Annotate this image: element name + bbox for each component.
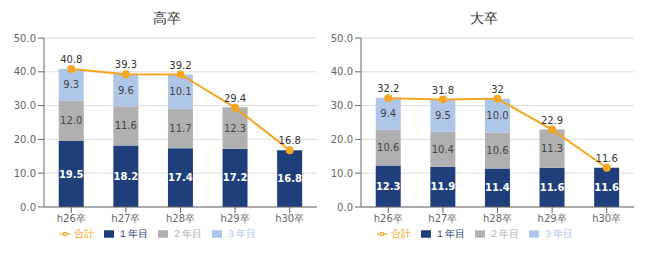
html-text:大卒: 大卒: [469, 10, 498, 26]
svg-text:32.2: 32.2: [377, 83, 399, 94]
svg-text:20.0: 20.0: [331, 134, 353, 145]
svg-text:10.0: 10.0: [486, 110, 508, 121]
svg-text:9.4: 9.4: [380, 108, 396, 119]
svg-text:39.3: 39.3: [115, 59, 137, 70]
svg-text:11.6: 11.6: [540, 182, 565, 193]
svg-text:10.1: 10.1: [169, 86, 191, 97]
html-text:合計: 合計: [390, 228, 411, 239]
svg-text:31.8: 31.8: [432, 85, 454, 96]
svg-text:h28卒: h28卒: [166, 213, 195, 224]
svg-text:40.0: 40.0: [331, 66, 353, 77]
svg-text:11.6: 11.6: [594, 182, 619, 193]
svg-text:30.0: 30.0: [14, 100, 36, 111]
html-text:２年目: ２年目: [171, 228, 202, 239]
svg-text:9.5: 9.5: [435, 110, 451, 121]
svg-text:h26卒: h26卒: [374, 213, 403, 224]
svg-text:h29卒: h29卒: [221, 213, 250, 224]
svg-text:40.8: 40.8: [60, 54, 82, 65]
html-text:３年目: ３年目: [225, 228, 256, 239]
svg-text:11.9: 11.9: [430, 181, 455, 192]
svg-text:17.2: 17.2: [223, 172, 248, 183]
svg-text:16.8: 16.8: [277, 173, 302, 184]
svg-text:19.5: 19.5: [59, 169, 84, 180]
svg-text:50.0: 50.0: [331, 33, 353, 44]
svg-text:10.0: 10.0: [331, 168, 353, 179]
svg-text:12.3: 12.3: [224, 123, 246, 134]
html-text:１年目: １年目: [434, 228, 465, 239]
svg-text:11.7: 11.7: [169, 123, 191, 134]
svg-text:0.0: 0.0: [337, 202, 353, 213]
svg-text:30.0: 30.0: [331, 100, 353, 111]
svg-text:h30卒: h30卒: [275, 213, 304, 224]
svg-text:9.6: 9.6: [118, 85, 134, 96]
html-text:高卒: 高卒: [152, 10, 181, 26]
svg-text:32: 32: [491, 84, 504, 95]
svg-text:h30卒: h30卒: [592, 213, 621, 224]
svg-text:h27卒: h27卒: [111, 213, 140, 224]
svg-text:11.6: 11.6: [596, 153, 618, 164]
svg-text:20.0: 20.0: [14, 134, 36, 145]
svg-text:39.2: 39.2: [169, 60, 191, 71]
svg-text:h26卒: h26卒: [57, 213, 86, 224]
svg-text:h28卒: h28卒: [483, 213, 512, 224]
svg-text:10.6: 10.6: [486, 145, 508, 156]
svg-text:10.0: 10.0: [14, 168, 36, 179]
svg-text:29.4: 29.4: [224, 93, 246, 104]
svg-text:10.6: 10.6: [377, 142, 399, 153]
svg-text:h29卒: h29卒: [538, 213, 567, 224]
html-text:３年目: ３年目: [542, 228, 573, 239]
svg-text:11.4: 11.4: [485, 182, 510, 193]
svg-text:0.0: 0.0: [20, 202, 36, 213]
html-text:合計: 合計: [73, 228, 94, 239]
svg-text:9.3: 9.3: [63, 79, 79, 90]
svg-text:40.0: 40.0: [14, 66, 36, 77]
svg-text:22.9: 22.9: [541, 115, 563, 126]
svg-text:17.4: 17.4: [168, 172, 193, 183]
svg-text:16.8: 16.8: [279, 135, 301, 146]
svg-text:10.4: 10.4: [432, 144, 454, 155]
svg-text:11.6: 11.6: [115, 120, 137, 131]
svg-text:h27卒: h27卒: [428, 213, 457, 224]
svg-text:12.0: 12.0: [60, 115, 82, 126]
svg-text:12.3: 12.3: [376, 181, 401, 192]
html-text:２年目: ２年目: [488, 228, 519, 239]
svg-text:11.3: 11.3: [541, 143, 563, 154]
html-text:１年目: １年目: [117, 228, 148, 239]
svg-text:50.0: 50.0: [14, 33, 36, 44]
svg-text:18.2: 18.2: [113, 171, 138, 182]
